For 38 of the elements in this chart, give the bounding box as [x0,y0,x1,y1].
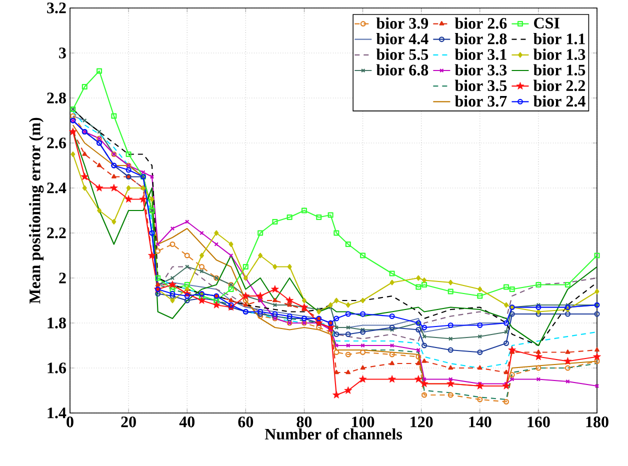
legend-label: bior 1.1 [533,33,585,44]
legend-label: bior 1.5 [533,64,586,76]
y-tick-label: 1.4 [48,408,66,418]
y-axis-title: Mean positioning error (m) [29,118,44,304]
legend-label: bior 2.2 [533,80,586,92]
x-tick-label: 40 [179,416,195,428]
legend-label: bior 3.5 [454,80,507,92]
x-tick-label: 0 [66,416,74,428]
legend-label: CSI [534,18,560,28]
x-tick-label: 60 [238,416,254,428]
legend-label: bior 5.5 [376,48,428,60]
legend-label: bior 2.8 [454,33,507,44]
x-tick-label: 20 [121,416,136,428]
y-tick-label: 2.2 [47,228,66,238]
y-tick-label: 1.6 [48,362,66,374]
legend-label: bior 6.8 [376,64,428,76]
y-tick-label: 2 [59,272,66,284]
x-tick-label: 140 [469,416,492,428]
legend-label: bior 4.4 [376,33,428,44]
x-tick-label: 80 [296,416,312,428]
x-tick-label: 120 [410,416,433,428]
legend-label: bior 2.6 [454,17,507,29]
y-tick-label: 3.2 [47,2,66,14]
y-tick-label: 2.8 [47,92,66,104]
x-tick-label: 160 [528,416,550,428]
y-tick-label: 3 [59,48,66,58]
x-tick-label: 100 [352,416,374,428]
x-tick-label: 180 [586,416,608,428]
legend-label: bior 3.3 [454,64,507,76]
y-tick-label: 1.8 [48,318,66,328]
legend-label: bior 1.3 [533,48,586,60]
legend-label: bior 3.7 [454,95,507,107]
legend-label: bior 3.1 [454,48,506,60]
y-tick-label: 2.6 [47,138,66,148]
x-axis-title: Number of channels [264,428,402,440]
y-tick-label: 2.4 [47,182,66,194]
legend-label: bior 3.9 [376,17,428,29]
legend-label: bior 2.4 [533,95,586,107]
